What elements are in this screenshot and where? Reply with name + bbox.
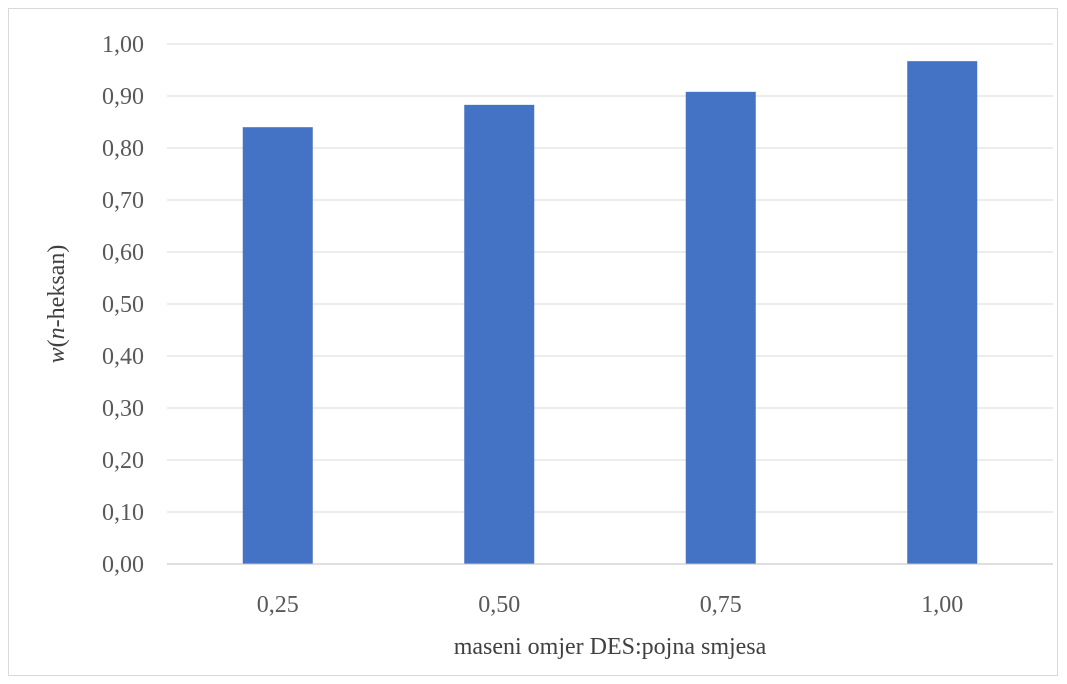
y-tick-label: 0,50	[102, 292, 144, 318]
chart-frame: 0,00 0,10 0,20 0,30 0,40 0,50 0,60 0,70 0,80 0,90…	[8, 8, 1058, 676]
y-tick-label: 0,40	[102, 344, 144, 370]
y-axis-title-rest: -heksan)	[44, 245, 70, 328]
y-tick-label: 0,30	[102, 396, 144, 422]
y-tick-label: 0,20	[102, 448, 144, 474]
x-tick-label: 0,75	[700, 592, 742, 618]
y-tick-label: 0,70	[102, 188, 144, 214]
y-axis-title-open: (	[44, 339, 70, 347]
x-axis-title: maseni omjer DES:pojna smjesa	[454, 634, 767, 660]
y-tick-label: 0,90	[102, 84, 144, 110]
y-tick-label: 0,10	[102, 500, 144, 526]
y-tick-label: 0,00	[102, 552, 144, 578]
y-axis-title-w: w	[44, 347, 70, 363]
bar	[907, 61, 978, 564]
bar	[242, 127, 313, 564]
bar	[685, 91, 756, 564]
y-tick-labels: 0,00 0,10 0,20 0,30 0,40 0,50 0,60 0,70 0,80 0,90…	[102, 32, 144, 578]
y-axis-title: w(n-heksan)	[44, 245, 70, 364]
y-tick-label: 1,00	[102, 32, 144, 58]
x-tick-label: 0,25	[257, 592, 299, 618]
gridlines	[167, 43, 1053, 513]
x-tick-label: 0,50	[478, 592, 520, 618]
bars	[242, 61, 978, 564]
y-tick-label: 0,80	[102, 136, 144, 162]
y-axis-title-n: n	[44, 327, 70, 339]
bar-chart: 0,00 0,10 0,20 0,30 0,40 0,50 0,60 0,70 0,80 0,90…	[44, 32, 1053, 660]
x-tick-label: 1,00	[921, 592, 963, 618]
y-tick-label: 0,60	[102, 240, 144, 266]
bar	[464, 104, 535, 564]
x-tick-labels: 0,25 0,50 0,75 1,00	[257, 592, 964, 618]
